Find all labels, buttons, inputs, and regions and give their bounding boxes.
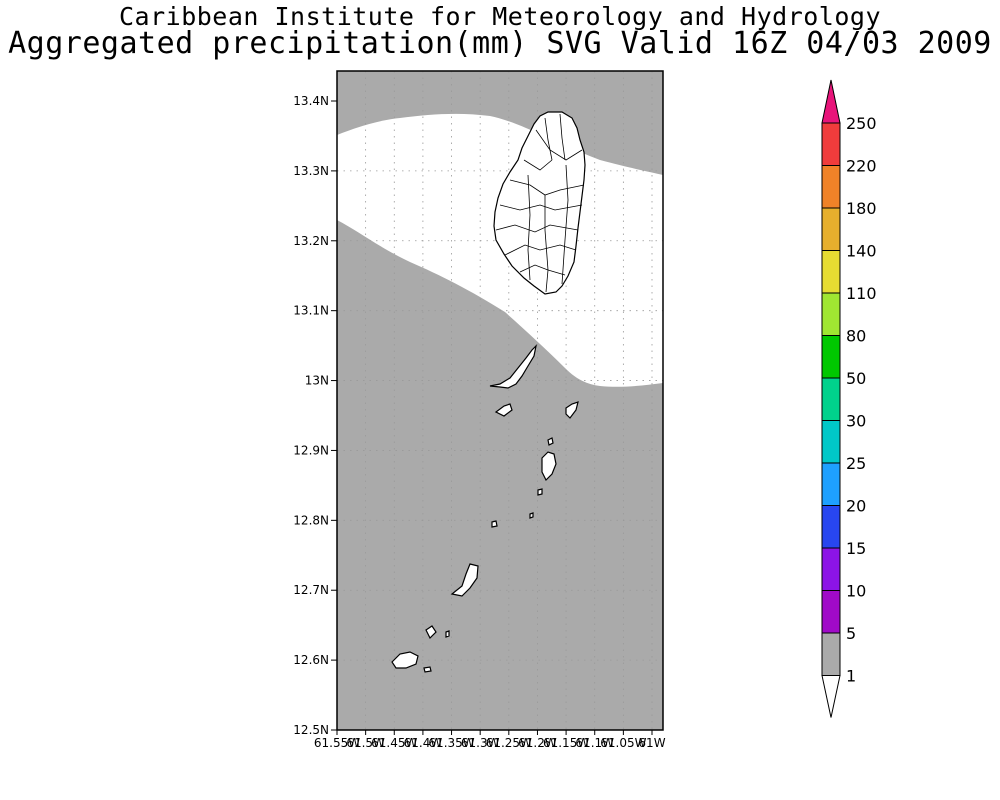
legend-swatch	[821, 462, 841, 506]
chart-subtitle: Aggregated precipitation(mm) SVG Valid 1…	[8, 26, 992, 61]
legend-swatch	[821, 335, 841, 379]
legend-swatch	[821, 505, 841, 549]
legend-label: 220	[846, 157, 877, 176]
legend-label: 80	[846, 327, 866, 346]
y-tick-label: 13.1N	[293, 304, 329, 318]
x-tick-label: 61.35W	[428, 736, 474, 750]
x-tick-label: 61.05W	[600, 736, 646, 750]
union-island	[391, 651, 419, 669]
legend-label: 20	[846, 497, 866, 516]
y-tick-label: 12.9N	[293, 443, 329, 457]
y-tick-label: 12.8N	[293, 513, 329, 527]
legend-label: 10	[846, 582, 866, 601]
legend-swatch	[821, 292, 841, 336]
x-tick-label: 61.3W	[461, 736, 500, 750]
x-tick-label: 61W	[638, 736, 665, 750]
island-small	[494, 403, 513, 417]
y-tick-label: 13.4N	[293, 94, 329, 108]
island-small	[423, 666, 432, 673]
x-tick-label: 61.55W	[314, 736, 360, 750]
y-tick-label: 13.3N	[293, 164, 329, 178]
legend-swatch	[821, 590, 841, 634]
legend-swatch	[821, 165, 841, 209]
legend-swatch	[821, 420, 841, 464]
canouan-island	[450, 563, 479, 597]
x-tick-label: 61.25W	[486, 736, 532, 750]
y-axis: 13.4N 13.3N 13.2N 13.1N 13N 12.9N 12.8N 12.7N 12…	[293, 94, 337, 737]
island-small	[425, 625, 437, 640]
legend-label: 110	[846, 284, 877, 303]
map-area	[337, 71, 663, 730]
island-small	[491, 520, 498, 528]
legend-label: 180	[846, 199, 877, 218]
legend-swatch	[821, 250, 841, 294]
x-tick-label: 61.4W	[404, 736, 443, 750]
y-tick-label: 12.7N	[293, 583, 329, 597]
y-tick-label: 12.6N	[293, 653, 329, 667]
mustique-island	[541, 451, 557, 482]
legend-swatch	[821, 122, 841, 166]
legend-swatch	[821, 207, 841, 251]
y-tick-label: 13.2N	[293, 234, 329, 248]
islands	[391, 111, 586, 673]
legend-label: 15	[846, 539, 866, 558]
colorbar-legend: 250 220 180 140 110 80 50 30 25 20 15 10 5 1	[821, 79, 877, 718]
legend-label: 50	[846, 369, 866, 388]
x-tick-label: 61.2W	[518, 736, 557, 750]
legend-label: 5	[846, 624, 856, 643]
legend-label: 250	[846, 114, 877, 133]
map-frame	[336, 70, 664, 731]
x-tick-label: 61.5W	[346, 736, 385, 750]
island-small	[529, 512, 534, 519]
legend-label: 1	[846, 667, 856, 686]
legend-label: 25	[846, 454, 866, 473]
legend-bottom-arrow	[821, 675, 841, 718]
legend-label: 140	[846, 242, 877, 261]
y-tick-label: 13N	[305, 374, 329, 388]
chart-title: Caribbean Institute for Meteorology and …	[118, 2, 881, 31]
legend-label: 30	[846, 412, 866, 431]
bequia-island	[489, 344, 537, 389]
legend-swatch	[821, 547, 841, 591]
x-tick-label: 61.15W	[543, 736, 589, 750]
legend-swatch	[821, 377, 841, 421]
grenadines-islands	[391, 344, 579, 673]
st-vincent-watersheds	[495, 113, 585, 293]
island-small	[445, 630, 450, 638]
island-small	[537, 488, 543, 496]
island-small	[547, 437, 554, 446]
y-tick-label: 12.5N	[293, 723, 329, 737]
legend-swatch	[821, 632, 841, 676]
legend-top-arrow	[821, 79, 841, 124]
island-small	[565, 401, 579, 419]
x-tick-label: 61.45W	[371, 736, 417, 750]
x-axis: 61.55W61.5W61.45W61.4W61.35W61.3W61.25W6…	[314, 730, 666, 750]
x-tick-label: 61.1W	[575, 736, 614, 750]
